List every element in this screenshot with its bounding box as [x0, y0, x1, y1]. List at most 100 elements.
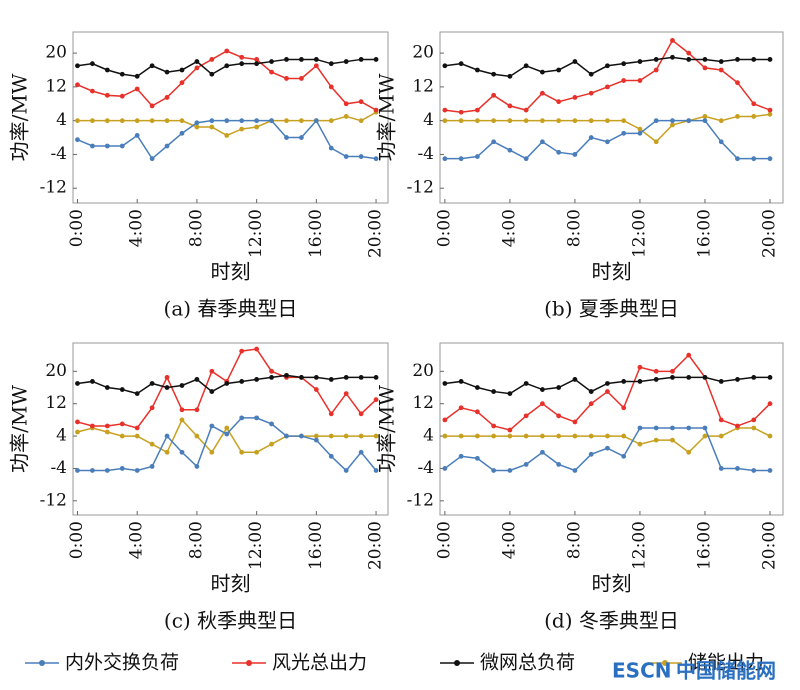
data-point	[442, 63, 448, 69]
data-point	[621, 118, 627, 124]
x-tick-label: 0:00	[434, 209, 454, 247]
plot-frame	[439, 342, 784, 516]
data-point	[637, 364, 643, 370]
y-tick-label: -12	[40, 490, 67, 510]
data-point	[209, 368, 215, 374]
data-point	[328, 433, 334, 439]
data-point	[239, 348, 245, 354]
data-point	[491, 71, 497, 77]
data-point	[179, 383, 185, 388]
data-point	[767, 156, 773, 162]
data-point	[254, 124, 260, 130]
data-point	[284, 433, 289, 439]
data-point	[179, 118, 185, 124]
data-point	[702, 433, 708, 439]
x-tick-label: 8:00	[186, 209, 206, 247]
data-point	[134, 468, 140, 473]
data-point	[491, 118, 497, 124]
data-point	[149, 156, 155, 162]
data-point	[507, 73, 513, 79]
data-point	[718, 417, 724, 423]
x-tick-label: 4:00	[127, 209, 147, 247]
data-point	[104, 468, 110, 473]
y-tick-label: -4	[50, 458, 67, 478]
x-tick-label: 4:00	[499, 521, 519, 559]
data-point	[299, 118, 304, 124]
data-point	[149, 381, 155, 386]
data-point	[637, 379, 643, 384]
data-point	[767, 433, 773, 439]
data-point	[284, 76, 289, 81]
data-point	[328, 377, 334, 382]
data-point	[653, 57, 659, 62]
data-point	[313, 437, 319, 443]
data-point	[653, 118, 659, 124]
data-point	[442, 381, 448, 386]
data-point	[75, 419, 80, 425]
data-point	[75, 82, 80, 88]
data-point	[605, 118, 610, 124]
data-point	[751, 425, 757, 431]
data-point	[653, 377, 659, 382]
y-tick-label: 4	[56, 426, 67, 446]
data-point	[458, 109, 464, 115]
data-point	[751, 156, 757, 162]
data-point	[442, 417, 448, 423]
data-point	[653, 67, 659, 73]
data-point	[637, 425, 643, 431]
y-axis-label: 功率/MW	[8, 385, 32, 473]
data-point	[179, 67, 185, 73]
data-point	[224, 425, 230, 431]
data-point	[358, 154, 364, 159]
data-point	[474, 107, 480, 113]
data-point	[458, 379, 464, 384]
y-tick-label: -12	[407, 490, 434, 510]
data-point	[702, 425, 708, 431]
x-tick-label: 16:00	[306, 521, 326, 570]
data-point	[254, 346, 260, 352]
data-point	[134, 86, 140, 92]
data-point	[507, 468, 513, 473]
x-tick-label: 16:00	[306, 209, 326, 258]
data-point	[134, 433, 140, 439]
data-point	[149, 405, 155, 411]
data-point	[653, 368, 659, 374]
x-tick-label: 4:00	[127, 521, 147, 559]
data-point	[735, 156, 740, 162]
data-point	[90, 423, 95, 429]
data-point	[751, 114, 757, 119]
plot-frame	[72, 31, 389, 204]
data-point	[209, 71, 215, 77]
data-point	[224, 431, 230, 437]
y-tick-label: 20	[412, 43, 434, 63]
data-point	[670, 38, 675, 43]
data-point	[572, 95, 578, 100]
data-point	[179, 449, 185, 455]
data-point	[373, 468, 379, 473]
caption: (c) 秋季典型日	[164, 609, 297, 633]
y-tick-label: 12	[45, 393, 67, 413]
data-point	[104, 143, 110, 149]
data-point	[299, 57, 304, 62]
y-axis-label: 功率/MW	[375, 385, 399, 473]
data-point	[90, 379, 95, 384]
data-point	[686, 352, 692, 358]
x-tick-label: 16:00	[694, 521, 714, 570]
data-point	[767, 57, 773, 62]
data-point	[621, 453, 627, 459]
data-point	[540, 118, 545, 124]
x-tick-label: 0:00	[67, 209, 87, 247]
data-point	[621, 78, 627, 83]
data-point	[605, 139, 610, 145]
x-tick-label: 20:00	[759, 209, 779, 258]
x-tick-label: 20:00	[759, 521, 779, 570]
data-point	[637, 78, 643, 83]
x-tick-label: 12:00	[246, 521, 266, 570]
data-point	[134, 133, 140, 138]
data-point	[224, 63, 230, 69]
x-axis-label: 时刻	[592, 572, 632, 596]
data-point	[328, 84, 334, 90]
data-point	[358, 99, 364, 105]
data-point	[328, 118, 334, 124]
x-axis-label: 时刻	[211, 572, 251, 596]
